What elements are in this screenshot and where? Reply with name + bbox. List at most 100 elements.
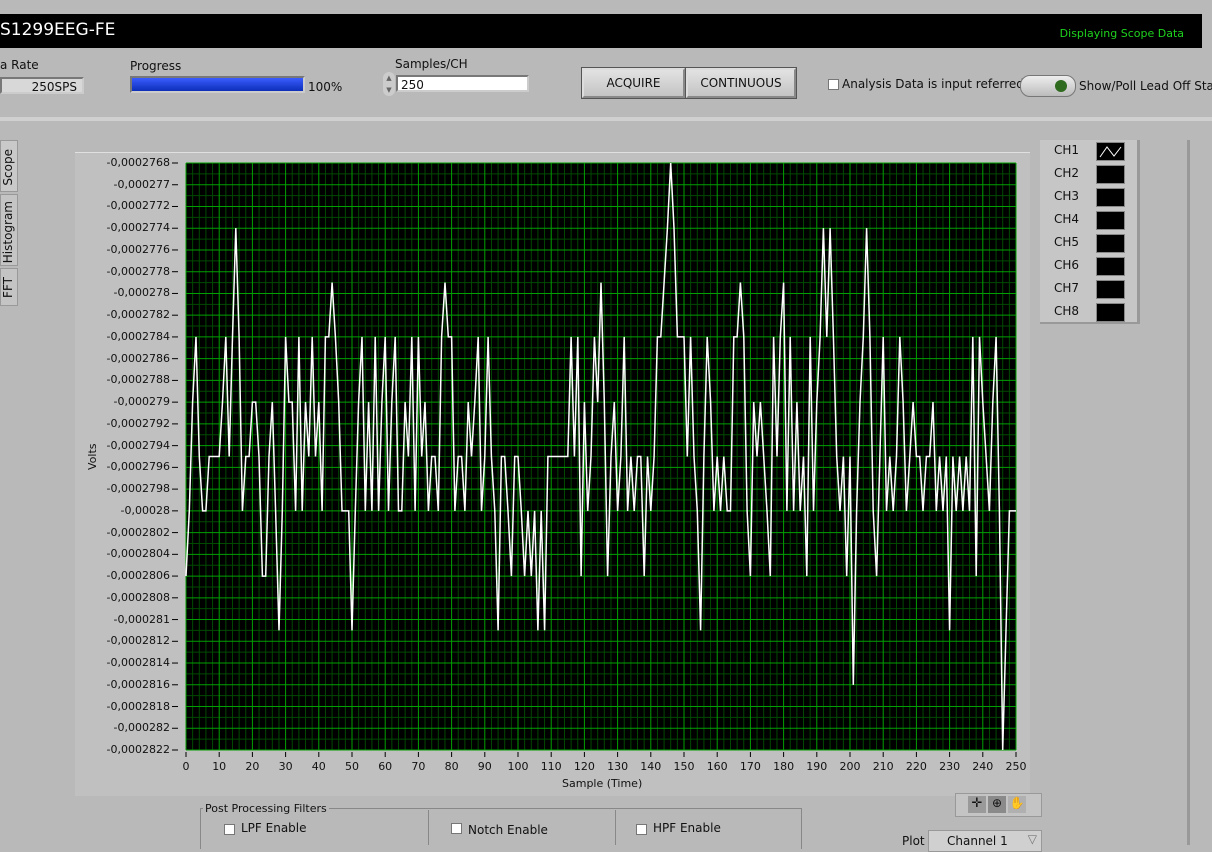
legend-swatch[interactable] (1096, 142, 1125, 161)
x-tick-label: 90 (477, 760, 492, 773)
legend-label: CH3 (1054, 189, 1080, 203)
x-tick-label: 140 (640, 760, 662, 773)
legend-label: CH1 (1054, 143, 1080, 157)
trace-ch1 (185, 162, 1016, 751)
y-tick-label: -0,0002812 (106, 634, 170, 648)
y-tick-label: -0,0002818 (106, 699, 170, 713)
tab-fft[interactable]: FFT (0, 268, 18, 306)
lpf-label: LPF Enable (241, 821, 307, 835)
legend-swatch[interactable] (1096, 303, 1125, 322)
x-tick-label: 50 (345, 760, 359, 773)
chevron-down-icon: ▽ (1027, 832, 1037, 846)
y-tick-label: -0,0002802 (106, 525, 170, 539)
y-tick-label: -0,0002822 (106, 743, 170, 756)
x-tick-label: 30 (278, 760, 293, 773)
y-tick-label: -0,0002772 (106, 199, 170, 213)
x-tick-label: 100 (507, 760, 529, 773)
y-tick-label: -0,0002784 (106, 329, 170, 343)
lpf-checkbox[interactable] (224, 824, 235, 835)
legend-label: CH8 (1054, 304, 1080, 318)
plot-select-value: Channel 1 (947, 834, 1008, 848)
x-tick-label: 70 (411, 760, 426, 773)
y-tick-label: -0,000279 (113, 395, 170, 409)
y-tick-label: -0,000278 (113, 286, 170, 300)
samples-input[interactable]: 250 (396, 75, 529, 92)
legend-label: CH6 (1054, 258, 1080, 272)
x-tick-label: 250 (1005, 760, 1027, 773)
lead-off-toggle[interactable] (1020, 75, 1076, 97)
crosshair-cursor-icon[interactable]: ✛ (968, 796, 986, 813)
y-tick-label: -0,0002768 (106, 156, 170, 169)
y-tick-label: -0,000282 (113, 721, 170, 735)
x-tick-label: 40 (311, 760, 326, 773)
acquire-button[interactable]: ACQUIRE (582, 68, 685, 98)
x-tick-label: 160 (706, 760, 728, 773)
legend-label: CH4 (1054, 212, 1080, 226)
y-tick-label: -0,0002782 (106, 308, 170, 322)
legend-swatch[interactable] (1096, 280, 1125, 299)
y-tick-label: -0,0002804 (106, 547, 170, 561)
legend-swatch[interactable] (1096, 165, 1125, 184)
legend-label: CH2 (1054, 166, 1080, 180)
x-tick-label: 220 (905, 760, 927, 773)
y-tick-label: -0,0002816 (106, 677, 170, 691)
analysis-checkbox-label: Analysis Data is input referred (842, 77, 1024, 91)
x-tick-label: 170 (739, 760, 761, 773)
notch-label: Notch Enable (468, 823, 548, 837)
legend-label: CH5 (1054, 235, 1080, 249)
notch-checkbox[interactable] (451, 823, 462, 834)
panel-border (1187, 140, 1190, 845)
y-tick-label: -0,0002794 (106, 438, 170, 452)
legend-swatch[interactable] (1096, 188, 1125, 207)
x-tick-label: 150 (673, 760, 695, 773)
legend-label: CH7 (1054, 281, 1080, 295)
samples-label: Samples/CH (395, 57, 468, 71)
plot-select-dropdown[interactable]: Channel 1 ▽ (928, 830, 1042, 852)
filters-group-label: Post Processing Filters (203, 802, 329, 815)
status-text: Displaying Scope Data (1059, 27, 1184, 40)
legend-swatch[interactable] (1096, 211, 1125, 230)
tab-histogram[interactable]: Histogram (0, 194, 18, 266)
legend-swatch[interactable] (1096, 234, 1125, 253)
continuous-button[interactable]: CONTINUOUS (686, 68, 796, 98)
y-tick-label: -0,000277 (113, 177, 170, 191)
divider (0, 117, 1212, 121)
x-tick-label: 20 (245, 760, 260, 773)
x-tick-label: 10 (212, 760, 227, 773)
x-tick-label: 110 (540, 760, 562, 773)
pan-hand-icon[interactable]: ✋ (1008, 796, 1026, 813)
title-bar (0, 14, 1202, 48)
y-tick-label: -0,0002776 (106, 242, 170, 256)
progress-percent: 100% (308, 80, 343, 94)
progress-bar (130, 76, 305, 93)
x-tick-label: 190 (806, 760, 828, 773)
x-tick-label: 200 (839, 760, 861, 773)
plot-legend: CH1 CH2 CH3 CH4 CH5 CH6 CH7 CH8 (1040, 140, 1140, 324)
plot-select-label: Plot (902, 834, 925, 848)
y-tick-label: -0,0002814 (106, 656, 170, 670)
y-tick-label: -0,0002786 (106, 351, 170, 365)
lead-off-label: Show/Poll Lead Off Statu (1079, 79, 1212, 93)
x-axis-title: Sample (Time) (562, 777, 643, 790)
y-tick-label: -0,0002806 (106, 569, 170, 583)
zoom-icon[interactable]: ⊕ (988, 796, 1006, 813)
y-tick-label: -0,0002774 (106, 221, 170, 235)
divider (615, 810, 616, 845)
x-tick-label: 180 (773, 760, 795, 773)
y-tick-label: -0,000281 (113, 612, 170, 626)
data-rate-label: a Rate (0, 58, 39, 72)
y-tick-label: -0,0002792 (106, 416, 170, 430)
samples-stepper[interactable]: ▲ ▼ (383, 72, 395, 96)
hpf-checkbox[interactable] (636, 824, 647, 835)
x-tick-label: 130 (607, 760, 629, 773)
y-tick-label: -0,0002788 (106, 373, 170, 387)
legend-swatch[interactable] (1096, 257, 1125, 276)
x-tick-label: 120 (573, 760, 595, 773)
tab-scope[interactable]: Scope (0, 140, 18, 192)
data-rate-field: 250SPS (0, 77, 84, 94)
analysis-checkbox[interactable] (828, 79, 839, 90)
x-tick-label: 60 (378, 760, 393, 773)
filters-group (200, 808, 802, 849)
x-tick-label: 240 (972, 760, 994, 773)
